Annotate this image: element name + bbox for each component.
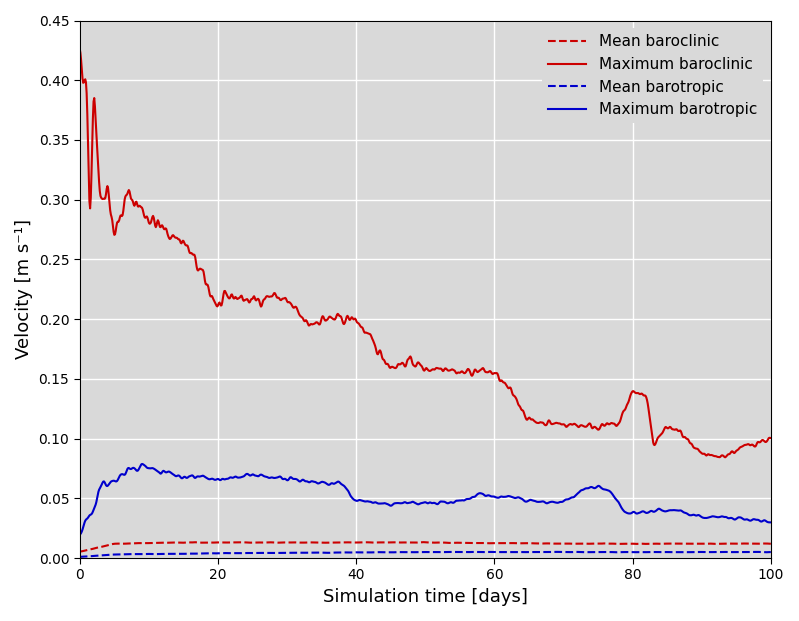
Maximum barotropic bbox=[146, 465, 156, 472]
Mean barotropic bbox=[614, 548, 624, 556]
Maximum barotropic bbox=[355, 496, 364, 504]
Maximum baroclinic bbox=[145, 220, 155, 227]
Mean barotropic bbox=[766, 548, 776, 556]
Mean baroclinic bbox=[75, 548, 85, 555]
Maximum barotropic bbox=[627, 509, 637, 517]
Mean baroclinic bbox=[627, 540, 637, 547]
Maximum baroclinic bbox=[355, 320, 364, 328]
Mean barotropic bbox=[551, 548, 561, 556]
Mean barotropic bbox=[355, 549, 364, 556]
Maximum baroclinic bbox=[550, 420, 559, 427]
Maximum barotropic bbox=[75, 531, 85, 538]
Mean baroclinic bbox=[355, 538, 364, 546]
Mean baroclinic bbox=[380, 538, 389, 546]
Mean baroclinic bbox=[614, 540, 624, 548]
Line: Mean barotropic: Mean barotropic bbox=[80, 552, 771, 557]
Maximum baroclinic bbox=[721, 453, 730, 461]
Maximum barotropic bbox=[380, 499, 390, 507]
Mean baroclinic bbox=[766, 540, 776, 548]
Mean barotropic bbox=[627, 548, 637, 556]
Legend: Mean baroclinic, Maximum baroclinic, Mean barotropic, Maximum barotropic: Mean baroclinic, Maximum baroclinic, Mea… bbox=[543, 28, 763, 124]
Line: Maximum barotropic: Maximum barotropic bbox=[80, 464, 771, 535]
Maximum baroclinic bbox=[626, 390, 636, 397]
Mean barotropic bbox=[550, 548, 559, 556]
Maximum barotropic bbox=[551, 499, 560, 506]
Maximum baroclinic bbox=[766, 434, 776, 442]
Maximum baroclinic bbox=[614, 420, 623, 427]
Mean barotropic bbox=[380, 548, 389, 556]
X-axis label: Simulation time [days]: Simulation time [days] bbox=[323, 588, 527, 606]
Line: Maximum baroclinic: Maximum baroclinic bbox=[80, 48, 771, 457]
Mean baroclinic bbox=[417, 538, 427, 546]
Mean barotropic bbox=[145, 550, 155, 558]
Mean baroclinic bbox=[551, 540, 560, 547]
Maximum barotropic bbox=[614, 500, 624, 507]
Mean barotropic bbox=[75, 553, 85, 561]
Mean baroclinic bbox=[145, 539, 155, 546]
Line: Mean baroclinic: Mean baroclinic bbox=[80, 542, 771, 551]
Y-axis label: Velocity [m s⁻¹]: Velocity [m s⁻¹] bbox=[15, 219, 33, 360]
Maximum barotropic bbox=[137, 460, 147, 468]
Maximum baroclinic bbox=[380, 356, 389, 364]
Maximum baroclinic bbox=[75, 45, 85, 52]
Maximum barotropic bbox=[766, 519, 776, 526]
